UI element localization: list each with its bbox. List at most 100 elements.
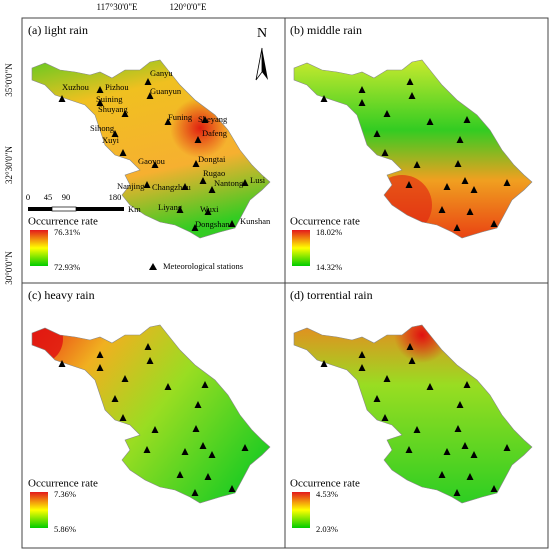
- station-name: Ganyu: [150, 68, 173, 78]
- station: [408, 357, 416, 364]
- lat-label: 30°0'0"N: [4, 251, 14, 285]
- station: [194, 136, 202, 143]
- station: [204, 473, 212, 480]
- station: [503, 179, 511, 186]
- north-arrow: N: [255, 26, 268, 81]
- station: [405, 181, 413, 188]
- station: [490, 220, 498, 227]
- station-name: Funing: [168, 112, 193, 122]
- panel-title: (d) torrential rain: [290, 288, 373, 302]
- station: [191, 224, 199, 231]
- legend-min: 14.32%: [316, 262, 342, 272]
- station-name: Xuyi: [102, 135, 120, 145]
- station-name: Rugao: [203, 168, 225, 178]
- station: [146, 92, 154, 99]
- station: [381, 149, 389, 156]
- scale-unit: Km: [128, 204, 141, 214]
- station: [456, 136, 464, 143]
- station: [192, 425, 200, 432]
- colorbar: [30, 230, 48, 266]
- station: [143, 181, 151, 188]
- lon-label: 117°30'0"E: [96, 2, 138, 12]
- station-name: Dongtai: [198, 154, 226, 164]
- legend-title: Occurrence rate: [290, 478, 360, 490]
- station-name: Xuzhou: [62, 82, 90, 92]
- station-name: Shuyang: [98, 104, 129, 114]
- station-name: Changzhou: [152, 182, 191, 192]
- station: [143, 446, 151, 453]
- lat-label: 32°30'0"N: [4, 146, 14, 184]
- station-name: Pizhou: [105, 82, 129, 92]
- station: [199, 442, 207, 449]
- station: [463, 381, 471, 388]
- station-name: Gaoyou: [138, 156, 166, 166]
- station: [426, 383, 434, 390]
- station-name: Suining: [96, 94, 123, 104]
- legend-title: Occurrence rate: [290, 216, 360, 228]
- station: [426, 118, 434, 125]
- station-name: Dafeng: [202, 128, 228, 138]
- station: [201, 381, 209, 388]
- station: [358, 351, 366, 358]
- lat-label: 35°0'0"N: [4, 63, 14, 97]
- station: [164, 118, 172, 125]
- station: [144, 78, 152, 85]
- station: [111, 130, 119, 137]
- station: [456, 401, 464, 408]
- station: [192, 160, 200, 167]
- panel-title: (b) middle rain: [290, 23, 362, 37]
- station: [470, 451, 478, 458]
- station: [151, 161, 159, 168]
- station: [151, 426, 159, 433]
- station: [381, 414, 389, 421]
- station: [443, 448, 451, 455]
- station: [470, 186, 478, 193]
- legend-title: Occurrence rate: [28, 216, 98, 228]
- station: [228, 220, 236, 227]
- station: [453, 224, 461, 231]
- station: [191, 489, 199, 496]
- station-name: Wuxi: [200, 204, 219, 214]
- station-name: Liyang: [158, 202, 183, 212]
- station: [58, 95, 66, 102]
- station: [373, 395, 381, 402]
- station-name: Kunshan: [240, 216, 271, 226]
- scale-tick: 0: [26, 192, 30, 202]
- station: [373, 130, 381, 137]
- station: [228, 485, 236, 492]
- hot-spot: [32, 325, 63, 364]
- station: [320, 360, 328, 367]
- colorbar: [292, 492, 310, 528]
- station-name: Nantong: [214, 178, 244, 188]
- station: [358, 86, 366, 93]
- station: [320, 95, 328, 102]
- hot-spot: [372, 175, 432, 235]
- scale-tick: 45: [44, 192, 53, 202]
- station-name: Guanyun: [150, 86, 182, 96]
- station: [503, 444, 511, 451]
- station: [454, 160, 462, 167]
- station: [194, 401, 202, 408]
- legend-min: 5.86%: [54, 524, 76, 534]
- station: [201, 116, 209, 123]
- station: [408, 92, 416, 99]
- station: [144, 343, 152, 350]
- station: [413, 426, 421, 433]
- station-name: Lusi: [250, 175, 266, 185]
- station-symbol: [149, 263, 157, 270]
- station: [461, 177, 469, 184]
- legend-max: 4.53%: [316, 489, 338, 499]
- station: [204, 208, 212, 215]
- station: [358, 99, 366, 106]
- station: [58, 360, 66, 367]
- legend-min: 2.03%: [316, 524, 338, 534]
- station: [176, 471, 184, 478]
- station: [454, 425, 462, 432]
- station: [443, 183, 451, 190]
